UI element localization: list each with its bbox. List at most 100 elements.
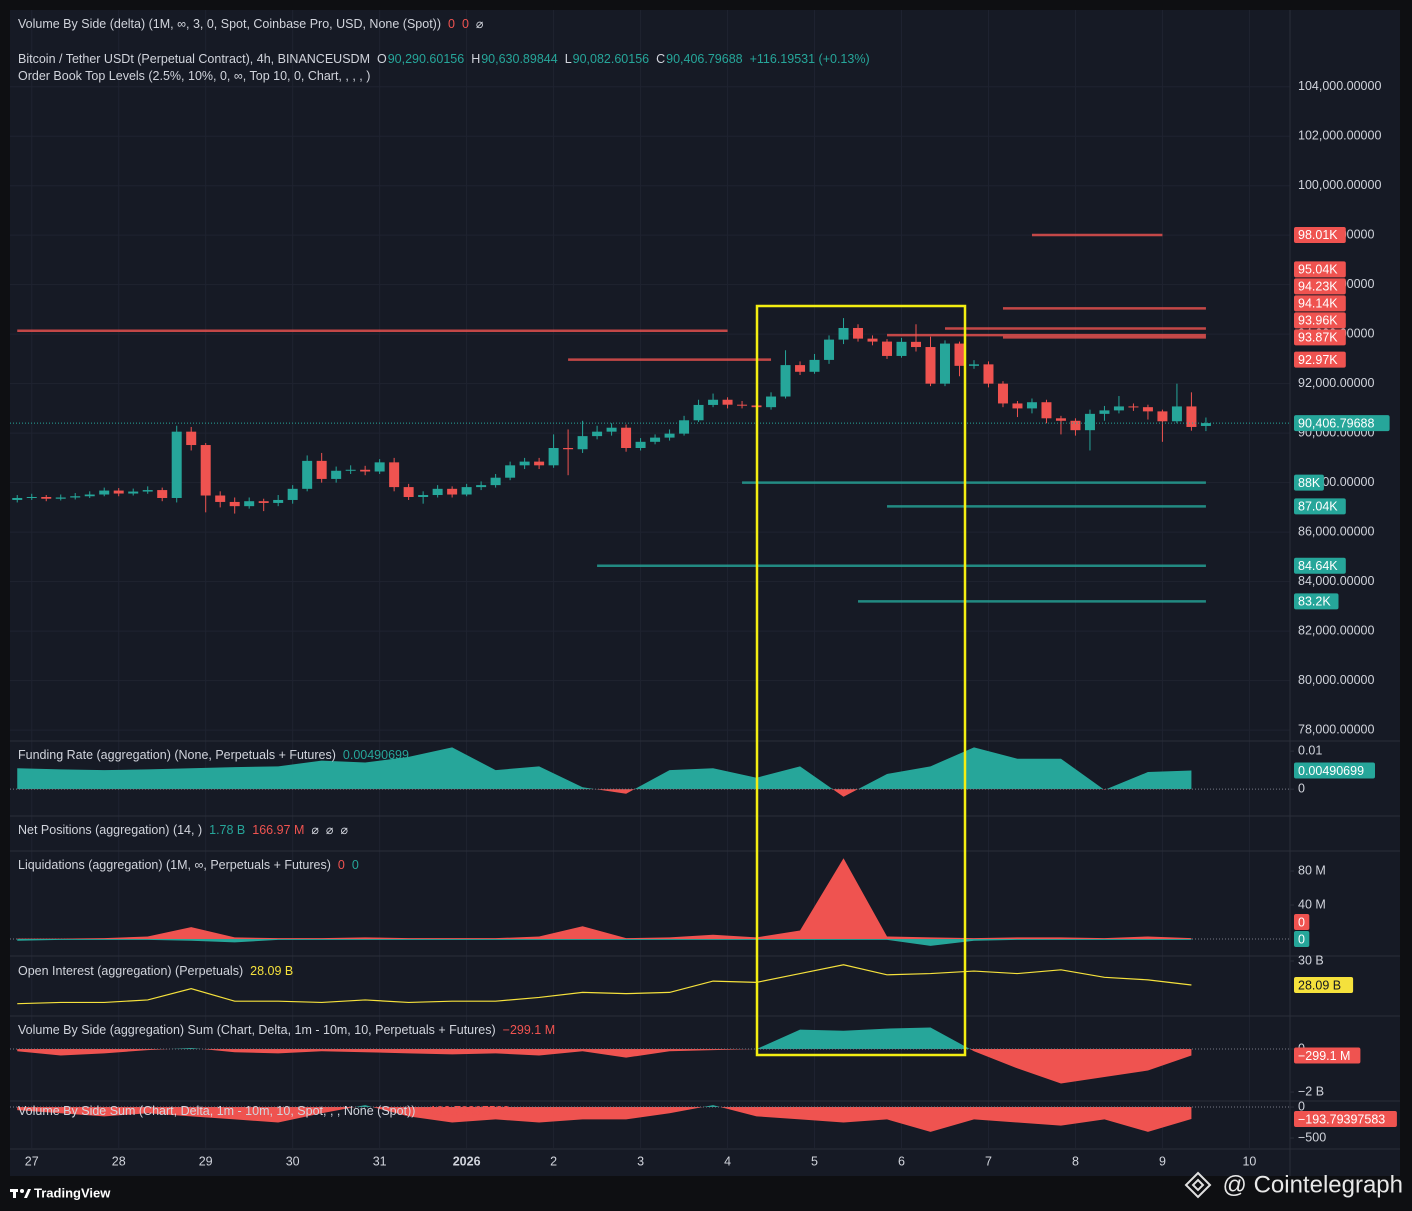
legend-item: Net Positions (aggregation) (14, ) bbox=[18, 823, 202, 837]
candle-body bbox=[1200, 423, 1211, 426]
legend-item: Bitcoin / Tether USDt (Perpetual Contrac… bbox=[18, 52, 370, 66]
legend-item: Volume By Side (delta) (1M, ∞, 3, 0, Spo… bbox=[18, 17, 441, 31]
x-tick-label: 8 bbox=[1072, 1154, 1079, 1168]
price-badge bbox=[1294, 1111, 1397, 1128]
candle-body bbox=[621, 427, 632, 448]
candle-body bbox=[461, 487, 472, 495]
candle-body bbox=[548, 448, 559, 466]
x-tick-label: 30 bbox=[286, 1154, 300, 1168]
candle-body bbox=[795, 365, 806, 372]
candle-body bbox=[1041, 402, 1052, 419]
candle-body bbox=[867, 338, 878, 342]
candle-body bbox=[882, 341, 893, 356]
candle-body bbox=[1084, 413, 1095, 431]
y-tick-label: 86,000.00000 bbox=[1298, 524, 1375, 538]
price-badge-label: 93.87K bbox=[1298, 331, 1338, 345]
candle-body bbox=[84, 494, 95, 497]
price-badge bbox=[1294, 931, 1310, 948]
watermark-logo bbox=[1184, 1171, 1212, 1199]
legend-line: Volume By Side Sum (Chart, Delta, 1m - 1… bbox=[18, 1104, 510, 1118]
candle-body bbox=[1070, 420, 1081, 431]
x-tick-label: 5 bbox=[811, 1154, 818, 1168]
area bbox=[17, 1107, 1192, 1132]
legend-item: ⌀ bbox=[311, 823, 319, 837]
legend-item: H bbox=[471, 52, 480, 66]
legend-item: 0 bbox=[338, 858, 345, 872]
price-badge-label: 28.09 B bbox=[1298, 978, 1341, 992]
area bbox=[17, 1049, 1192, 1084]
price-badge bbox=[1294, 329, 1346, 346]
candle-body bbox=[1186, 406, 1197, 427]
candle-body bbox=[722, 399, 733, 405]
y-tick-label: 80,000.00000 bbox=[1298, 673, 1375, 687]
candle-body bbox=[1113, 406, 1124, 411]
price-badge bbox=[1294, 295, 1346, 312]
candle-body bbox=[693, 404, 704, 421]
price-badge bbox=[1294, 593, 1339, 610]
candle-body bbox=[1128, 406, 1139, 408]
legend-item: −299.1 M bbox=[503, 1023, 555, 1037]
legend-line: Liquidations (aggregation) (1M, ∞, Perpe… bbox=[18, 858, 359, 872]
legend-line: Volume By Side (delta) (1M, ∞, 3, 0, Spo… bbox=[18, 17, 484, 31]
candle-body bbox=[447, 488, 458, 495]
price-badge-label: 0 bbox=[1298, 932, 1305, 946]
candle-body bbox=[55, 497, 66, 499]
price-badge bbox=[1294, 261, 1346, 278]
price-badge-label: 90,406.79688 bbox=[1298, 416, 1375, 430]
price-badge bbox=[1294, 351, 1346, 368]
candle-body bbox=[983, 364, 994, 384]
legend-item: ⌀ bbox=[340, 823, 348, 837]
candle-body bbox=[708, 399, 719, 405]
legend-item: −193.79397583 bbox=[422, 1104, 509, 1118]
candle-body bbox=[780, 365, 791, 397]
y-tick-label: −500 bbox=[1298, 1130, 1326, 1144]
candle-body bbox=[490, 477, 501, 486]
y-tick-label: 40 M bbox=[1298, 897, 1326, 911]
highlight-box bbox=[755, 304, 967, 1057]
x-tick-label: 27 bbox=[25, 1154, 39, 1168]
candle-body bbox=[1026, 402, 1037, 409]
legend-item: 0 bbox=[448, 17, 455, 31]
candle-body bbox=[403, 487, 414, 497]
liquidation-area bbox=[17, 939, 1192, 946]
legend-line: Bitcoin / Tether USDt (Perpetual Contrac… bbox=[18, 52, 870, 66]
labels-layer: 27 28 29 30 31 2026 2 3 4 5 6 7 8 9 10 104,000.00000 102… bbox=[18, 17, 1397, 1168]
price-badge-label: 93.96K bbox=[1298, 314, 1338, 328]
candle-body bbox=[302, 460, 313, 489]
candle-body bbox=[12, 497, 23, 500]
area bbox=[169, 1027, 971, 1050]
candle-body bbox=[331, 470, 342, 479]
candle-body bbox=[418, 495, 429, 497]
price-badge-label: 98.01K bbox=[1298, 228, 1338, 242]
area bbox=[17, 747, 1192, 790]
legend-line: Open Interest (aggregation) (Perpetuals)… bbox=[18, 964, 293, 978]
line bbox=[17, 964, 1192, 1005]
price-badge-label: 95.04K bbox=[1298, 263, 1338, 277]
candle-body bbox=[635, 441, 646, 448]
price-badge-label: 0.00490699 bbox=[1298, 764, 1364, 778]
y-tick-label: 0 bbox=[1298, 1099, 1305, 1113]
price-badge-label: 0 bbox=[1298, 915, 1305, 929]
candle-body bbox=[287, 488, 298, 500]
legend-item: Volume By Side Sum (Chart, Delta, 1m - 1… bbox=[18, 1104, 415, 1118]
candle-body bbox=[679, 420, 690, 434]
legend-item: Order Book Top Levels (2.5%, 10%, 0, ∞, … bbox=[18, 69, 370, 83]
legend-line: Volume By Side (aggregation) Sum (Chart,… bbox=[18, 1023, 555, 1037]
candle-body bbox=[374, 462, 385, 472]
candle-body bbox=[766, 396, 777, 408]
y-tick-label: 104,000.00000 bbox=[1298, 79, 1381, 93]
y-tick-label: 82,000.00000 bbox=[1298, 623, 1375, 637]
price-badge bbox=[1294, 415, 1390, 432]
y-tick-label: 102,000.00000 bbox=[1298, 129, 1381, 143]
grid bbox=[10, 10, 1294, 1148]
candle-body bbox=[1142, 407, 1153, 412]
candle-body bbox=[186, 431, 197, 446]
brand: TradingView bbox=[34, 1185, 111, 1200]
price-badge bbox=[1294, 762, 1375, 779]
candle-body bbox=[200, 445, 211, 496]
candle-body bbox=[70, 496, 81, 498]
logo-part bbox=[1191, 1178, 1205, 1192]
legend-item: 90,290.60156 bbox=[388, 52, 465, 66]
x-tick-label: 3 bbox=[637, 1154, 644, 1168]
price-badge bbox=[1294, 226, 1346, 243]
